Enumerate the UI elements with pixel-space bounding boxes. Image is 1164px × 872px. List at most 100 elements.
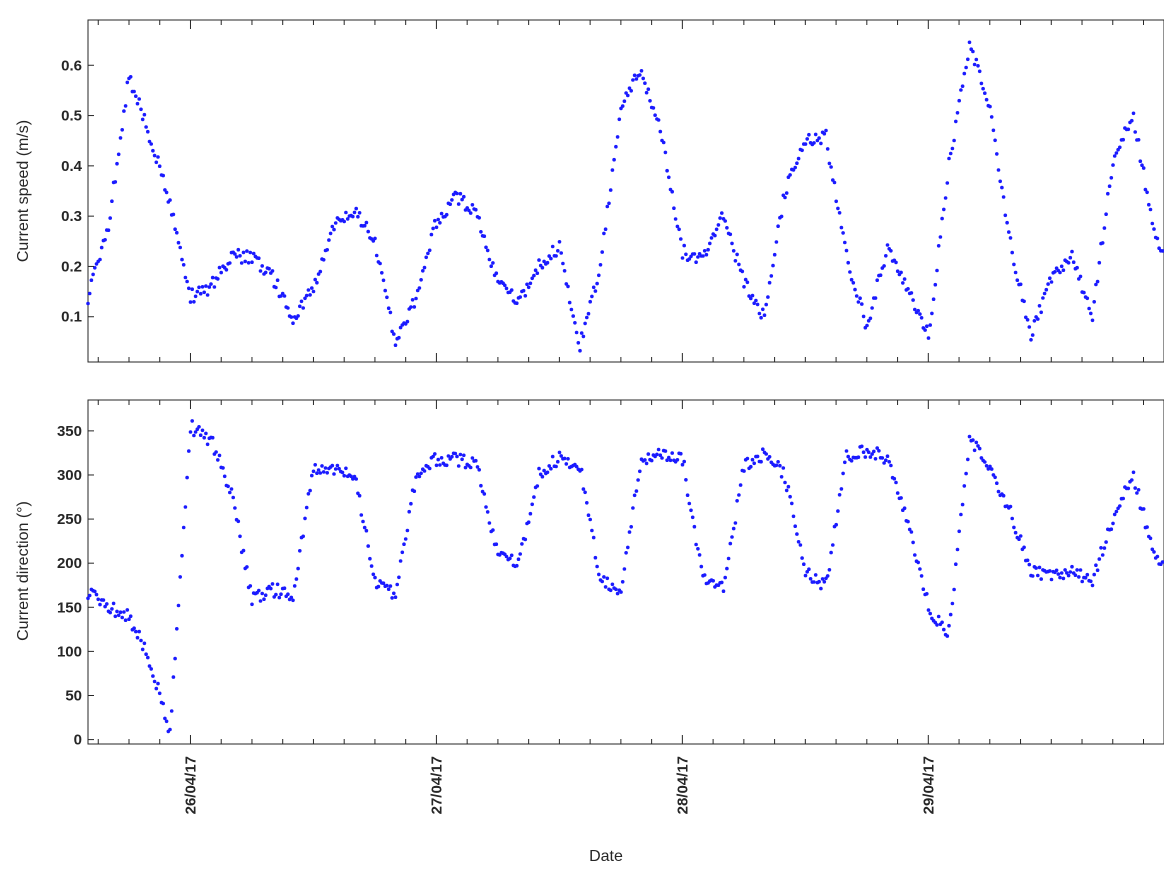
speed-data-point (841, 231, 845, 235)
speed-data-point (1061, 268, 1066, 273)
direction-data-point (342, 473, 347, 478)
direction-data-point (591, 535, 596, 540)
direction-data-point (1063, 568, 1067, 572)
direction-data-point (385, 583, 389, 588)
speed-data-point (474, 207, 478, 212)
speed-data-point (110, 199, 114, 203)
speed-data-point (834, 199, 838, 204)
direction-data-point (332, 472, 336, 476)
speed-data-point (258, 269, 263, 273)
direction-data-point (803, 573, 808, 578)
direction-data-point (812, 580, 816, 584)
direction-data-point (337, 466, 341, 471)
speed-data-point (740, 269, 745, 274)
direction-data-point (200, 428, 205, 433)
speed-data-point (540, 265, 545, 270)
direction-data-point (955, 547, 960, 552)
speed-data-point (86, 301, 90, 306)
direction-data-point (1135, 491, 1139, 495)
speed-data-point (1157, 246, 1161, 250)
direction-data-point (764, 452, 768, 456)
direction-data-point (631, 506, 635, 510)
direction-data-point (554, 464, 558, 469)
speed-data-point (930, 311, 934, 316)
direction-data-point (680, 462, 685, 467)
speed-data-point (819, 141, 823, 146)
speed-data-point (714, 227, 719, 232)
direction-data-point (222, 474, 227, 479)
speed-data-point (1148, 207, 1153, 212)
direction-data-point (1077, 575, 1081, 579)
direction-data-point (164, 719, 169, 724)
speed-data-point (931, 297, 936, 302)
direction-data-point (658, 453, 663, 458)
direction-data-point (260, 591, 265, 596)
speed-data-point (115, 161, 119, 166)
speed-data-point (684, 252, 688, 257)
direction-data-point (610, 582, 615, 587)
speed-data-point (972, 62, 977, 67)
direction-data-point (98, 602, 102, 607)
direction-data-point (149, 667, 153, 671)
direction-data-point (629, 525, 633, 529)
direction-data-point (1013, 530, 1018, 535)
direction-data-point (197, 425, 201, 429)
direction-data-point (634, 489, 639, 493)
direction-data-point (405, 528, 410, 533)
speed-data-point (858, 296, 862, 301)
direction-data-point (600, 579, 604, 584)
speed-data-point (679, 237, 683, 241)
speed-data-point (585, 315, 589, 320)
y-tick-label: 350 (57, 423, 82, 440)
direction-data-point (1085, 572, 1090, 577)
speed-data-point (236, 247, 241, 252)
speed-data-point (422, 265, 427, 270)
direction-data-point (723, 575, 727, 580)
direction-data-point (111, 601, 116, 606)
direction-data-point (487, 521, 492, 525)
direction-data-point (439, 456, 444, 460)
speed-data-point (981, 86, 985, 91)
speed-data-point (1000, 185, 1004, 190)
direction-data-point (310, 473, 314, 478)
direction-data-point (1130, 478, 1134, 482)
speed-data-point (677, 227, 681, 232)
speed-data-point (1131, 111, 1136, 116)
speed-data-point (263, 270, 268, 275)
speed-data-point (1025, 318, 1030, 322)
speed-xticks (97, 20, 1145, 362)
direction-data-point (484, 505, 488, 509)
y-tick-label: 0.2 (61, 258, 82, 275)
speed-data-point (299, 299, 304, 304)
speed-data-point (940, 216, 944, 221)
speed-data-point (487, 257, 492, 262)
speed-data-point (769, 274, 774, 278)
direction-data-point (802, 562, 806, 566)
direction-data-point (909, 530, 914, 534)
direction-data-point (984, 464, 989, 468)
speed-data-point (183, 275, 188, 280)
speed-data-point (1160, 249, 1164, 253)
direction-data-point (779, 475, 784, 479)
direction-data-point (684, 478, 688, 482)
speed-data-point (574, 330, 579, 335)
direction-data-point (128, 614, 133, 618)
speed-data-point (424, 255, 429, 260)
speed-data-point (680, 256, 685, 260)
direction-data-point (485, 510, 490, 514)
direction-data-point (163, 716, 167, 721)
speed-data-point (431, 226, 435, 231)
speed-data-point (171, 212, 176, 217)
speed-data-point (605, 204, 610, 209)
direction-data-point (386, 587, 391, 591)
direction-data-point (171, 675, 176, 679)
direction-data-point (962, 484, 967, 488)
speed-data-point (325, 248, 330, 252)
speed-data-point (549, 256, 553, 261)
speed-data-point (1044, 287, 1049, 292)
speed-data-point (354, 206, 359, 211)
speed-data-point (248, 250, 253, 255)
direction-data-point (540, 474, 545, 479)
direction-data-point (632, 493, 637, 498)
